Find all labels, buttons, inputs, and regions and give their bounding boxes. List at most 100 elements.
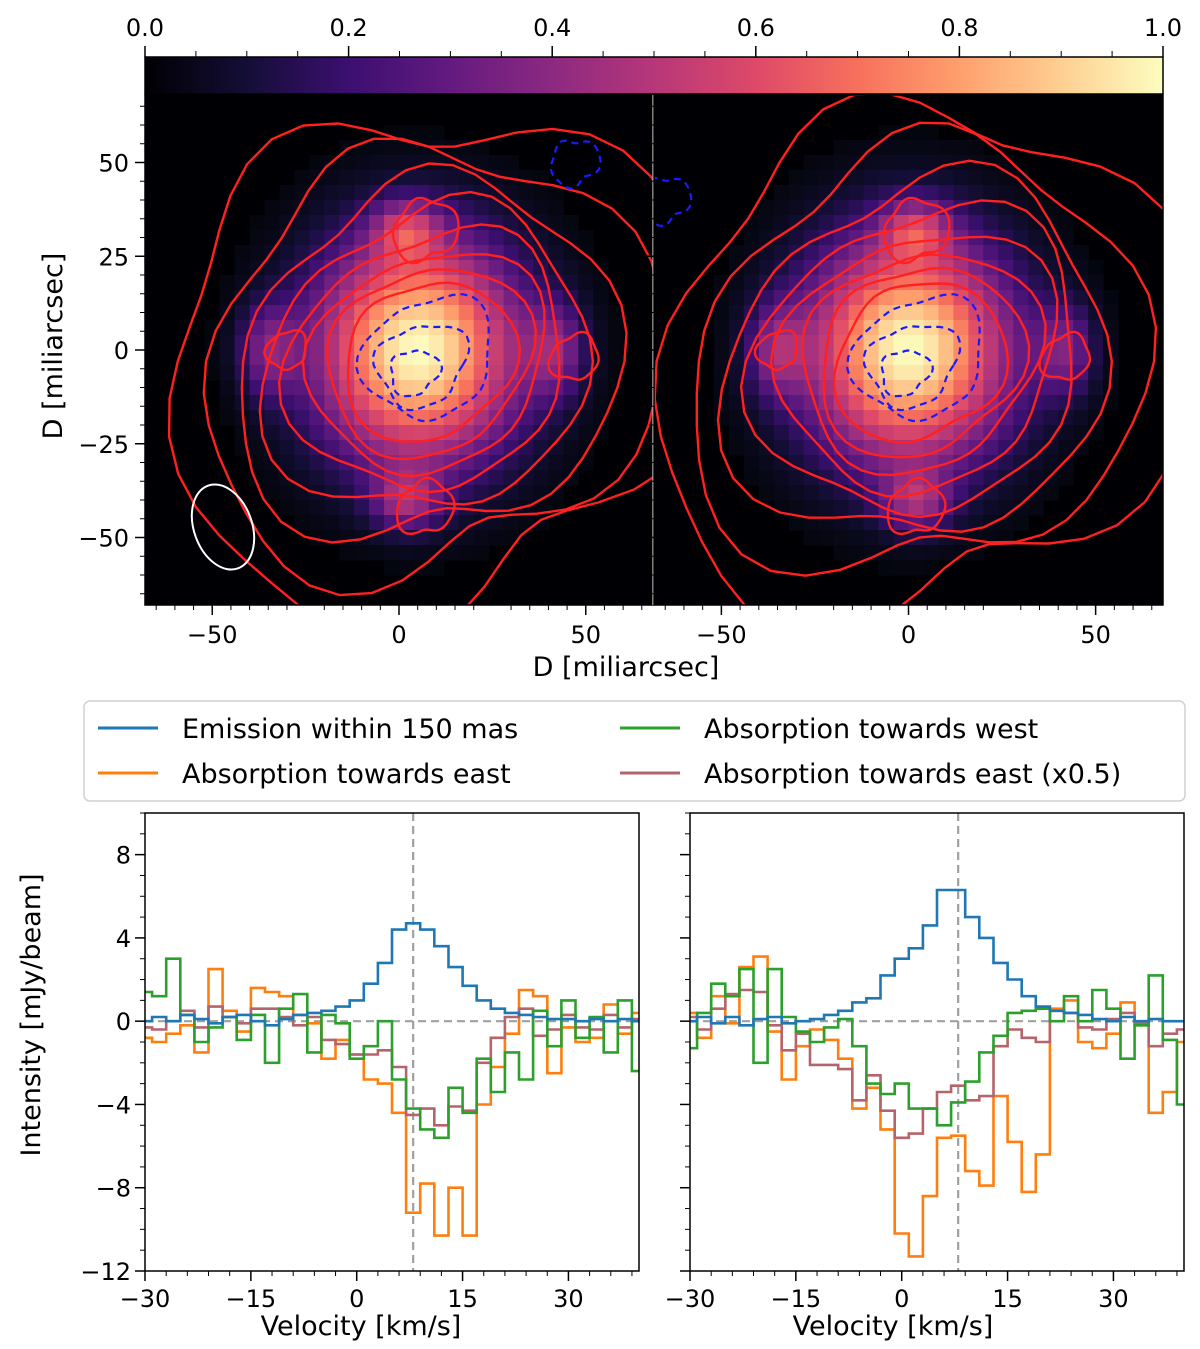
map-pixel <box>833 530 850 546</box>
map-pixel <box>428 470 445 486</box>
map-pixel <box>458 365 475 381</box>
map-pixel <box>413 530 430 546</box>
map-pixel <box>384 485 400 501</box>
spectrum-right-axes: −30 −15 0 15 30 <box>665 812 1178 1313</box>
map-pixel <box>413 290 430 306</box>
map-pixel <box>294 230 310 246</box>
map-pixel <box>923 335 940 351</box>
map-pixel <box>294 515 310 531</box>
map-pixel <box>818 500 835 516</box>
map-pixel <box>354 365 370 381</box>
contour-negative <box>355 293 490 423</box>
map-pixel <box>309 155 325 171</box>
map-pixel <box>473 185 490 201</box>
map-pixel <box>968 395 984 411</box>
map-pixel <box>713 305 730 321</box>
map-pixel <box>833 335 850 351</box>
map-pixel <box>758 425 775 441</box>
contour-positive <box>202 137 653 597</box>
map-left-contours <box>167 122 653 605</box>
map-pixel <box>384 140 400 156</box>
map-pixel <box>983 215 999 231</box>
map-pixel <box>279 395 296 411</box>
map-pixel <box>219 275 236 291</box>
map-pixel <box>803 485 820 501</box>
map-pixel <box>533 200 550 216</box>
map-pixel <box>428 380 445 396</box>
map-pixel <box>384 500 400 516</box>
map-pixel <box>339 500 355 516</box>
colorbar-tick-label: 0.4 <box>533 14 571 42</box>
contour-positive-satellite <box>882 196 951 265</box>
map-pixel <box>878 380 895 396</box>
map-pixel <box>1103 335 1119 351</box>
map-pixel <box>473 200 490 216</box>
map-pixel <box>593 350 609 366</box>
map-pixel <box>848 380 865 396</box>
map-pixel <box>908 200 925 216</box>
map-pixel <box>833 545 850 561</box>
map-pixel <box>848 320 865 336</box>
map-pixel <box>728 425 745 441</box>
map-pixel <box>578 290 594 306</box>
map-pixel <box>428 530 445 546</box>
map-pixel <box>324 275 340 291</box>
map-pixel <box>1013 290 1029 306</box>
colorbar-gradient <box>144 56 1164 95</box>
map-pixel <box>773 215 790 231</box>
map-pixel <box>249 350 266 366</box>
map-pixel <box>369 485 385 501</box>
map-pixel <box>998 425 1014 441</box>
map-left-axes: −50 0 50 50 25 0 −25 −50 <box>78 105 643 649</box>
map-pixel <box>878 410 895 426</box>
map-pixel <box>339 350 355 366</box>
map-pixel <box>953 215 969 231</box>
map-pixel <box>938 215 955 231</box>
map-pixel <box>953 515 969 531</box>
map-pixel <box>219 335 236 351</box>
map-pixel <box>1043 200 1059 216</box>
map-pixel <box>878 440 895 456</box>
map-pixel <box>1088 425 1104 441</box>
map-pixel <box>324 485 340 501</box>
map-pixel <box>743 455 760 471</box>
map-pixel <box>953 170 969 186</box>
map-pixel <box>593 320 609 336</box>
map-pixel <box>1043 395 1059 411</box>
map-pixel <box>518 320 535 336</box>
map-pixel <box>399 470 415 486</box>
map-pixel <box>803 155 820 171</box>
map-pixel <box>548 230 564 246</box>
map-pixel <box>1028 260 1044 276</box>
map-pixel <box>548 245 564 261</box>
map-pixel <box>234 260 251 276</box>
map-pixel <box>863 350 880 366</box>
map-pixel <box>998 290 1014 306</box>
map-pixel <box>533 185 550 201</box>
map-pixel <box>518 455 535 471</box>
map-pixel <box>399 185 415 201</box>
map-pixel <box>458 230 475 246</box>
map-pixel <box>728 260 745 276</box>
map-pixel <box>413 440 430 456</box>
map-pixel <box>294 425 310 441</box>
map-pixel <box>983 320 999 336</box>
map-pixel <box>803 425 820 441</box>
legend-label-west: Absorption towards west <box>704 714 1038 745</box>
map-pixel <box>938 410 955 426</box>
map-pixel <box>758 260 775 276</box>
map-pixel <box>863 305 880 321</box>
map-pixel <box>878 155 895 171</box>
map-pixel <box>968 500 984 516</box>
map-pixel <box>384 545 400 561</box>
map-pixel <box>369 350 385 366</box>
series-emission <box>690 888 1184 1027</box>
map-pixel <box>413 185 430 201</box>
map-pixel <box>1088 320 1104 336</box>
map-pixel <box>458 275 475 291</box>
map-pixel <box>878 185 895 201</box>
map-pixel <box>863 515 880 531</box>
map-pixel <box>833 365 850 381</box>
map-pixel <box>324 500 340 516</box>
map-pixel <box>309 350 325 366</box>
